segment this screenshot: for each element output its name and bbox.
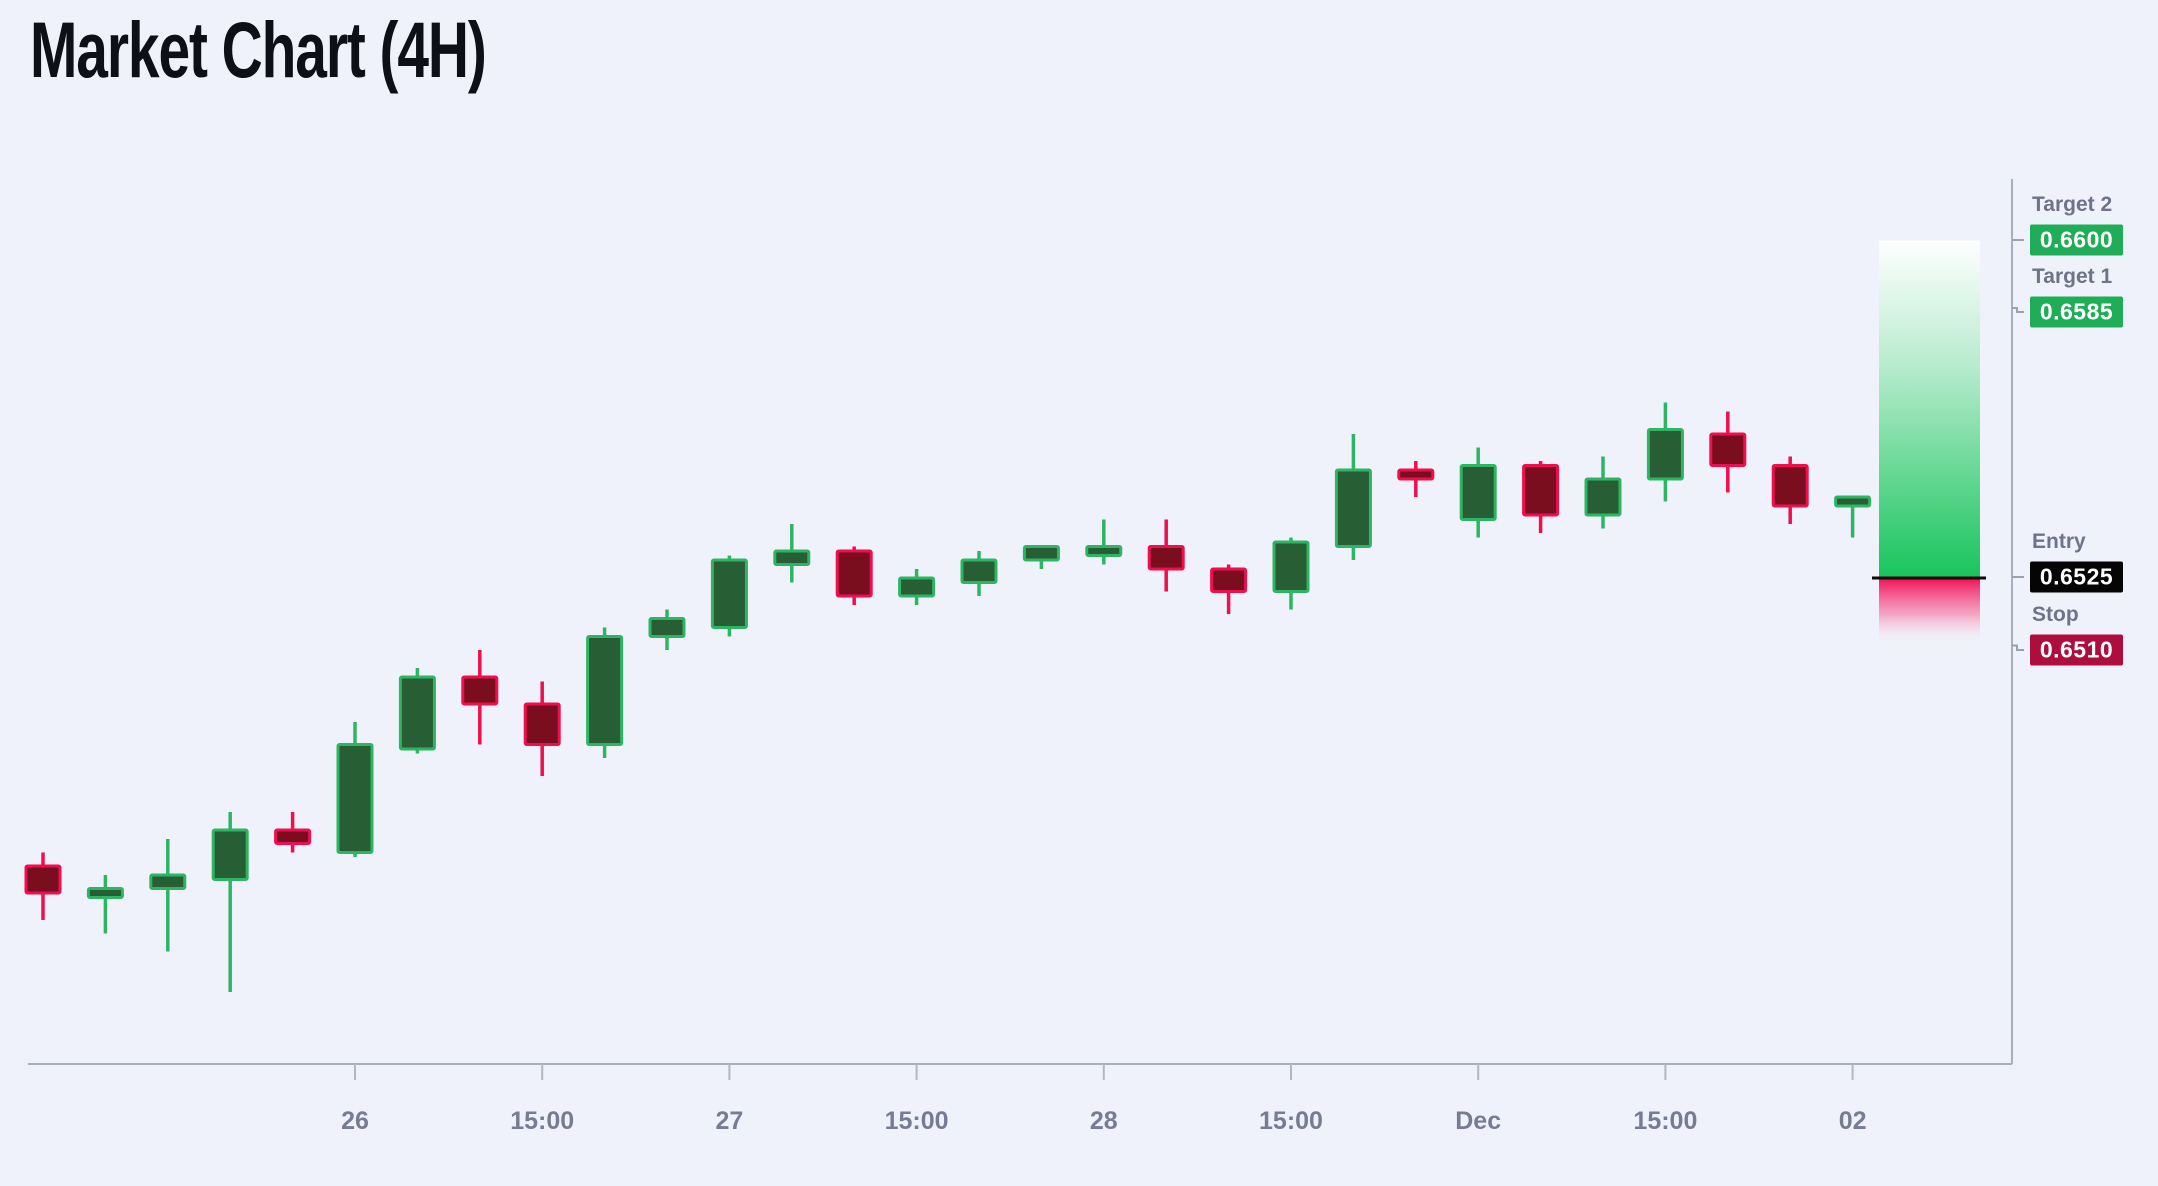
candlestick — [398, 668, 436, 754]
candlestick — [523, 681, 561, 776]
candlestick — [1771, 456, 1809, 524]
candle-body — [1646, 428, 1684, 481]
target1-connector — [2012, 307, 2024, 313]
candlestick — [1646, 402, 1684, 502]
candle-body — [398, 675, 436, 751]
page-title: Market Chart (4H) — [30, 5, 487, 94]
candlestick — [461, 650, 499, 745]
candlestick — [24, 852, 62, 920]
candle-body — [1709, 432, 1747, 467]
candlestick — [1272, 537, 1310, 610]
candle-body — [960, 558, 998, 584]
candle-body — [1085, 545, 1123, 557]
profit-zone — [1879, 240, 1980, 578]
candle-body — [24, 864, 62, 895]
candle-body — [336, 743, 374, 854]
candlestick — [960, 551, 998, 596]
candle-body — [1584, 477, 1622, 517]
candlestick — [1334, 434, 1372, 560]
candlestick — [1834, 495, 1872, 538]
candle-body — [1834, 495, 1872, 508]
candle-body — [1272, 540, 1310, 593]
candle-body — [274, 828, 312, 845]
candle-body — [898, 576, 936, 598]
candle-body — [773, 549, 811, 566]
loss-zone — [1879, 578, 1980, 646]
candle-body — [1771, 464, 1809, 508]
target2-label: Target 2 — [2032, 193, 2113, 216]
candlestick — [1085, 519, 1123, 565]
target1-price-badge[interactable]: 0.6585 — [2030, 296, 2123, 328]
x-axis-tick-label: 27 — [715, 1107, 743, 1135]
candlestick — [773, 524, 811, 583]
candlestick — [710, 555, 748, 637]
stop-price-badge[interactable]: 0.6510 — [2030, 634, 2123, 666]
candle-body — [1147, 545, 1185, 571]
entry-label: Entry — [2032, 530, 2086, 553]
candle-body — [1022, 545, 1060, 562]
candlestick — [86, 875, 124, 934]
candle-body — [461, 675, 499, 706]
stop-connector — [2012, 644, 2024, 651]
x-axis-tick-label: Dec — [1455, 1107, 1501, 1135]
x-axis-tick-label: 26 — [341, 1107, 369, 1135]
x-axis-tick-label: 02 — [1839, 1107, 1867, 1135]
target2-price-badge[interactable]: 0.6600 — [2030, 224, 2123, 256]
candlestick — [1522, 461, 1560, 533]
x-axis-tick-label: 15:00 — [885, 1107, 949, 1135]
candlestick — [336, 722, 374, 857]
candle-body — [835, 549, 873, 598]
candlestick — [1210, 564, 1248, 614]
candle-body — [523, 702, 561, 746]
candlestick — [1147, 519, 1185, 592]
candle-body — [1210, 567, 1248, 593]
candle-body — [86, 887, 124, 899]
candlestick — [898, 569, 936, 605]
candle-body — [1397, 468, 1435, 481]
candlestick — [648, 609, 686, 650]
x-axis-tick-label: 28 — [1090, 1107, 1118, 1135]
candle-body — [149, 873, 187, 890]
stop-label: Stop — [2032, 603, 2079, 626]
x-axis-tick-label: 15:00 — [510, 1107, 574, 1135]
candle-body — [1459, 464, 1497, 521]
candlestick — [586, 627, 624, 758]
candlestick — [1709, 411, 1747, 493]
entry-price-badge[interactable]: 0.6525 — [2030, 561, 2123, 593]
candle-body — [211, 828, 249, 881]
candlestick — [1397, 461, 1435, 497]
candlestick — [835, 546, 873, 605]
candlestick — [1584, 456, 1622, 529]
candlestick — [1459, 447, 1497, 538]
candlestick — [149, 839, 187, 952]
target1-label: Target 1 — [2032, 265, 2113, 288]
candlestick — [274, 812, 312, 853]
candle-body — [1334, 468, 1372, 548]
candle-body — [1522, 464, 1560, 517]
candle-body — [586, 635, 624, 746]
candle-body — [648, 617, 686, 638]
x-axis-tick-label: 15:00 — [1633, 1107, 1697, 1135]
candlestick — [211, 812, 249, 992]
candlestick — [1022, 545, 1060, 569]
candle-body — [710, 558, 748, 629]
x-axis-tick-label: 15:00 — [1259, 1107, 1323, 1135]
